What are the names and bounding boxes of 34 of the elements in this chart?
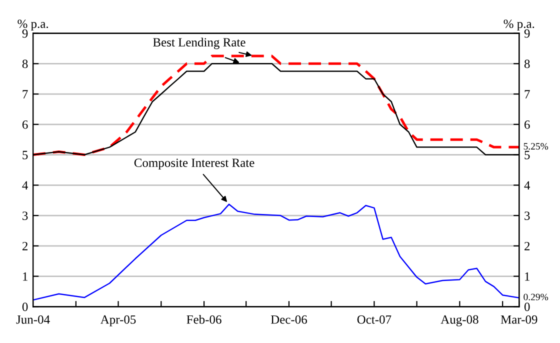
x-tick-label: Dec-06 — [270, 315, 307, 324]
line-series — [33, 204, 520, 301]
y-tick-label: 7 — [22, 90, 28, 98]
y-tick-label: 2 — [22, 242, 28, 250]
y-tick-label: 9 — [22, 29, 28, 38]
y2-tick-label: 3 — [524, 212, 530, 220]
y-axis-title: % p.a. — [18, 20, 48, 31]
y2-tick-label: 2 — [524, 242, 530, 250]
y2-axis-title: % p.a. — [504, 20, 534, 31]
y2-tick-label: 6 — [524, 120, 530, 129]
y2-tick-label: 8 — [524, 60, 530, 68]
annotation: 5.25% — [524, 143, 548, 150]
x-tick-label: Mar-09 — [500, 315, 538, 324]
y2-tick-label: 7 — [524, 90, 530, 98]
x-tick-label: Oct-07 — [357, 315, 392, 324]
y2-tick-label: 5 — [524, 150, 530, 160]
y-tick-label: 0 — [22, 302, 28, 312]
x-tick-label: Aug-08 — [440, 315, 478, 326]
annotation: Composite Interest Rate — [134, 158, 254, 170]
x-tick-label: Jun-04 — [16, 315, 50, 324]
x-tick-label: Apr-05 — [100, 315, 136, 326]
y-tick-label: 3 — [22, 212, 28, 220]
y-tick-label: 8 — [22, 60, 28, 68]
x-tick-label: Feb-06 — [186, 314, 222, 324]
annotation: 0.29% — [524, 294, 548, 300]
y-tick-label: 5 — [22, 150, 28, 160]
y-tick-label: 4 — [22, 181, 28, 190]
y2-tick-label: 1 — [525, 272, 530, 281]
y-tick-label: 1 — [23, 272, 28, 281]
y2-tick-label: 9 — [524, 29, 530, 38]
y2-tick-label: 0 — [524, 302, 530, 312]
y2-tick-label: 4 — [524, 181, 530, 190]
annotation: Best Lending Rate — [153, 38, 246, 50]
y-tick-label: 6 — [22, 120, 28, 129]
